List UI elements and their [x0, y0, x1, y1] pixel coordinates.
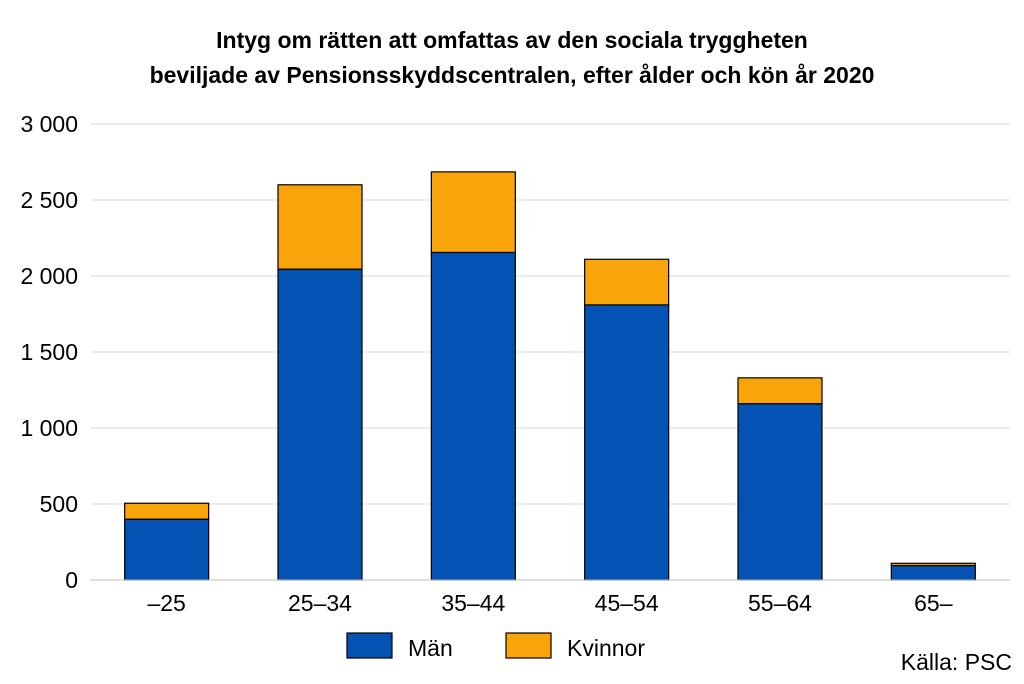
bar-kvinnor-3 — [584, 258, 670, 306]
gridlines — [90, 123, 1010, 505]
chart-title-line-2: beviljade av Pensionsskyddscentralen, ef… — [150, 62, 875, 88]
y-tick-label: 1 500 — [20, 339, 78, 365]
legend: Män Kvinnor — [346, 632, 645, 661]
bars — [124, 171, 976, 581]
x-tick-label: 45–54 — [595, 590, 659, 616]
x-tick-label: 35–44 — [441, 590, 505, 616]
bar-man-2 — [430, 251, 516, 581]
bar-man-1 — [277, 268, 363, 581]
legend-label-man: Män — [408, 635, 453, 661]
bar-kvinnor-4 — [737, 377, 823, 405]
y-tick-label: 500 — [40, 491, 78, 517]
y-tick-label: 2 000 — [20, 263, 78, 289]
y-tick-label: 2 500 — [20, 187, 78, 213]
bar-man-3 — [584, 304, 670, 581]
bar-kvinnor-2 — [430, 171, 516, 254]
x-tick-label: 65– — [914, 590, 953, 616]
bar-kvinnor-0 — [124, 502, 210, 520]
legend-swatch-man — [346, 632, 393, 659]
x-tick-label: –25 — [147, 590, 185, 616]
bar-kvinnor-1 — [277, 184, 363, 270]
y-axis-tick-labels: 0 500 1 000 1 500 2 000 2 500 3 000 — [20, 111, 78, 593]
y-tick-label: 0 — [65, 567, 78, 593]
legend-label-kvinnor: Kvinnor — [567, 635, 645, 661]
y-tick-label: 3 000 — [20, 111, 78, 137]
x-axis-tick-labels: –25 25–34 35–44 45–54 55–64 65– — [147, 590, 952, 616]
legend-swatch-kvinnor — [505, 632, 552, 659]
y-tick-label: 1 000 — [20, 415, 78, 441]
source-note: Källa: PSC — [901, 649, 1012, 675]
bar-kvinnor-5 — [890, 562, 976, 567]
bar-man-0 — [124, 518, 210, 581]
bar-man-4 — [737, 403, 823, 581]
x-tick-label: 25–34 — [288, 590, 352, 616]
bar-man-5 — [890, 564, 976, 581]
chart-title-line-1: Intyg om rätten att omfattas av den soci… — [216, 27, 808, 53]
x-tick-label: 55–64 — [748, 590, 812, 616]
